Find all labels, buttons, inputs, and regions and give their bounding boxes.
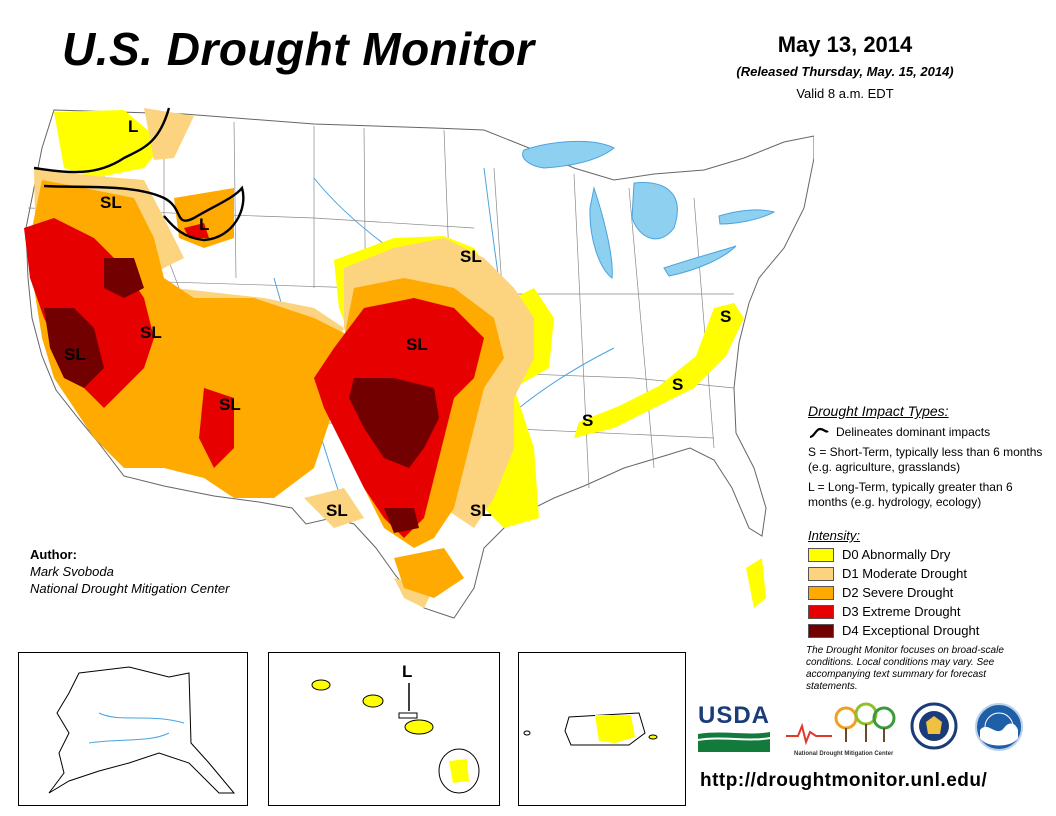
commerce-seal [910, 702, 958, 750]
d4-label: D4 Exceptional Drought [842, 623, 980, 638]
ndmc-logo-graphic [786, 702, 896, 746]
intensity-heading: Intensity: [808, 528, 861, 543]
impact-label-kansas: SL [406, 335, 428, 354]
impact-long-term-text: L = Long-Term, typically greater than 6 … [808, 480, 1013, 509]
map-date: May 13, 2014 [777, 32, 913, 57]
impact-label-nebraska: SL [460, 247, 482, 266]
impact-label-west-texas: SL [326, 501, 348, 520]
impact-label-virginia: S [720, 307, 731, 326]
impact-label-new-mexico: SL [219, 395, 241, 414]
impact-label-east-texas: SL [470, 501, 492, 520]
intensity-legend: Intensity: D0 Abnormally Dry D1 Moderate… [808, 528, 1048, 642]
d1-swatch [808, 567, 834, 581]
d1-label: D1 Moderate Drought [842, 566, 968, 581]
ndmc-logo-line2: Drought Mitigation Center [819, 751, 894, 757]
impact-label-hawaii: L [402, 662, 412, 681]
noaa-logo [974, 702, 1024, 752]
impact-label-oregon: SL [100, 193, 122, 212]
puerto-rico-inset [518, 652, 686, 806]
page-title: U.S. Drought Monitor [62, 23, 535, 75]
commerce-seal-graphic [910, 702, 958, 750]
usda-logo-text: USDA [698, 702, 771, 729]
author-name: Mark Svoboda [30, 564, 114, 579]
impact-short-term-text: S = Short-Term, typically less than 6 mo… [808, 445, 1043, 474]
puerto-rico-map [523, 712, 658, 746]
noaa-logo-graphic [975, 703, 1023, 751]
d2-swatch [808, 586, 834, 600]
d0-swatch [808, 548, 834, 562]
d4-swatch [808, 624, 834, 638]
valid-time: Valid 8 a.m. EDT [796, 86, 894, 101]
impact-label-nevada: SL [140, 323, 162, 342]
author-block: Author: Mark Svoboda National Drought Mi… [30, 546, 229, 597]
ndmc-logo: National Drought Mitigation Center [784, 702, 902, 760]
impact-lines [33, 107, 245, 242]
impact-label-tennessee: S [672, 375, 683, 394]
author-heading: Author: [30, 547, 77, 562]
footnote: The Drought Monitor focuses on broad-sca… [806, 645, 1004, 692]
usda-logo-swoosh [697, 732, 771, 752]
impact-line-icon [809, 427, 829, 439]
d3-label: D3 Extreme Drought [842, 604, 961, 619]
impact-label-arkansas: S [582, 411, 593, 430]
hawaii-map: L [311, 662, 480, 794]
hawaii-inset: L [268, 652, 500, 806]
author-org: National Drought Mitigation Center [30, 581, 230, 596]
impact-delineates-text: Delineates dominant impacts [836, 425, 991, 439]
impact-label-california: SL [64, 345, 86, 364]
drought-d4 [44, 258, 439, 533]
release-date: (Released Thursday, May. 15, 2014) [736, 64, 954, 79]
impact-label-idaho: L [199, 215, 209, 234]
conus-drought-map: L SL L SL SL SL SL SL SL SL S S S [24, 107, 814, 619]
alaska-map [48, 666, 236, 794]
impact-label-pacific-northwest: L [128, 117, 138, 136]
d2-label: D2 Severe Drought [842, 585, 954, 600]
great-lakes [522, 141, 776, 279]
alaska-inset [18, 652, 248, 806]
website-link[interactable]: http://droughtmonitor.unl.edu/ [700, 770, 988, 791]
d3-swatch [808, 605, 834, 619]
impact-types-legend: Drought Impact Types: Delineates dominan… [808, 404, 1048, 515]
d0-label: D0 Abnormally Dry [842, 547, 951, 562]
impact-types-heading: Drought Impact Types: [808, 403, 949, 419]
usda-logo: USDA [697, 702, 772, 760]
ndmc-logo-line1: National [794, 751, 818, 757]
